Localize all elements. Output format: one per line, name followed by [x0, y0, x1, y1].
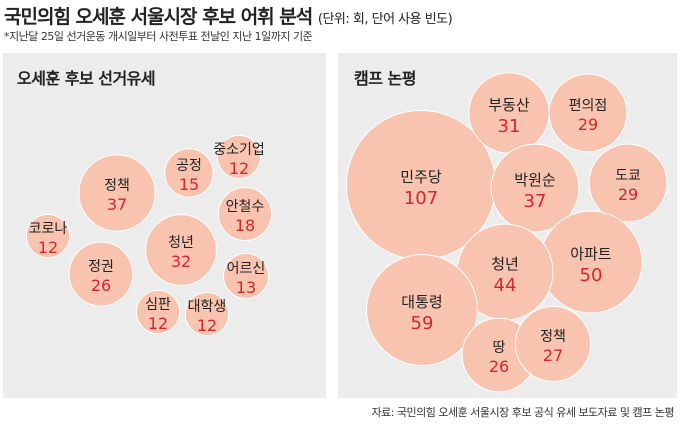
bubble-value: 26 [489, 357, 509, 376]
bubble-label: 안철수 [226, 199, 265, 215]
bubble-정책 [78, 154, 156, 232]
bubble-value: 37 [107, 195, 127, 214]
bubble-value: 32 [171, 252, 191, 271]
bubble-중소기업 [216, 134, 262, 180]
source-note: 자료: 국민의힘 오세훈 서울시장 후보 공식 유세 보도자료 및 캠프 논평 [371, 406, 674, 419]
bubble-도쿄 [588, 143, 668, 223]
bubble-value: 107 [404, 188, 438, 209]
chart-title: 국민의힘 오세훈 서울시장 후보 어휘 분석 (단위: 회, 단어 사용 빈도) [4, 2, 453, 29]
bubble-value: 18 [235, 216, 255, 235]
bubble-청년 [145, 214, 217, 286]
camp-commentary-panel-title: 캠프 논평 [354, 69, 416, 88]
bubble-value: 15 [179, 175, 199, 194]
bubble-label: 편의점 [569, 98, 608, 114]
campaign-speech-panel: 정책 37 공정 15 중소기업 12 안철수 18 코로나 12 청년 32 정권 26 어르신 13 심판 1… [3, 53, 326, 398]
bubble-value: 12 [197, 316, 217, 335]
bubble-value: 12 [148, 314, 168, 333]
bubble-label: 정책 [540, 329, 566, 345]
bubble-value: 31 [498, 116, 521, 137]
bubble-편의점 [548, 73, 628, 153]
bubble-label: 공정 [176, 158, 202, 174]
bubble-value: 12 [38, 238, 58, 257]
bubble-박원순 [490, 143, 580, 233]
bubble-value: 44 [494, 275, 517, 296]
bubble-정권 [68, 241, 134, 307]
unit-label: (단위: 회, 단어 사용 빈도) [317, 12, 453, 27]
bubble-label: 대학생 [188, 299, 227, 315]
bubble-label: 부동산 [488, 96, 530, 114]
bubble-label: 중소기업 [213, 142, 265, 158]
camp-commentary-panel: 민주당 107 부동산 31 편의점 29 박원순 37 도쿄 29 아파트 50 청년 44 대통령 59 땅… [338, 53, 677, 398]
bubble-label: 어르신 [227, 261, 266, 277]
bubble-label: 정책 [104, 178, 130, 194]
bubble-value: 59 [411, 313, 434, 334]
bubble-value: 26 [91, 276, 111, 295]
bubble-대통령 [366, 254, 478, 366]
bubble-value: 27 [543, 346, 563, 365]
bubble-공정 [164, 148, 214, 198]
bubble-value: 13 [236, 278, 256, 297]
campaign-speech-panel-title: 오세훈 후보 선거유세 [17, 69, 156, 88]
bubble-value: 12 [229, 159, 249, 178]
bubble-label: 대통령 [401, 293, 442, 311]
bubble-value: 37 [524, 191, 547, 212]
bubble-label: 코로나 [29, 221, 68, 237]
bubble-label: 도쿄 [615, 168, 641, 184]
bubble-안철수 [217, 186, 273, 242]
bubble-코로나 [25, 213, 71, 259]
bubble-value: 29 [578, 115, 598, 134]
bubble-label: 민주당 [400, 168, 442, 186]
bubble-value: 50 [580, 265, 603, 286]
bubble-label: 아파트 [570, 245, 612, 263]
bubble-value: 29 [618, 185, 638, 204]
bubble-label: 심판 [145, 297, 171, 313]
bubble-심판 [135, 289, 181, 335]
chart-note: *지난달 25일 선거운동 개시일부터 사전투표 전날인 지난 1일까지 기준 [4, 30, 313, 43]
bubble-대학생 [184, 291, 230, 337]
bubble-label: 박원순 [514, 171, 556, 189]
bubble-label: 청년 [491, 255, 519, 273]
bubble-label: 청년 [168, 235, 194, 251]
bubble-label: 정권 [88, 259, 114, 275]
camp-commentary-bubble-chart: 민주당107부동산31편의점29박원순37도쿄29아파트50청년44대통령59땅… [345, 72, 668, 393]
title-text: 국민의힘 오세훈 서울시장 후보 어휘 분석 [4, 6, 313, 28]
bubble-label: 땅 [493, 340, 506, 356]
bubble-정책 [514, 305, 592, 383]
bubble-어르신 [222, 252, 270, 300]
